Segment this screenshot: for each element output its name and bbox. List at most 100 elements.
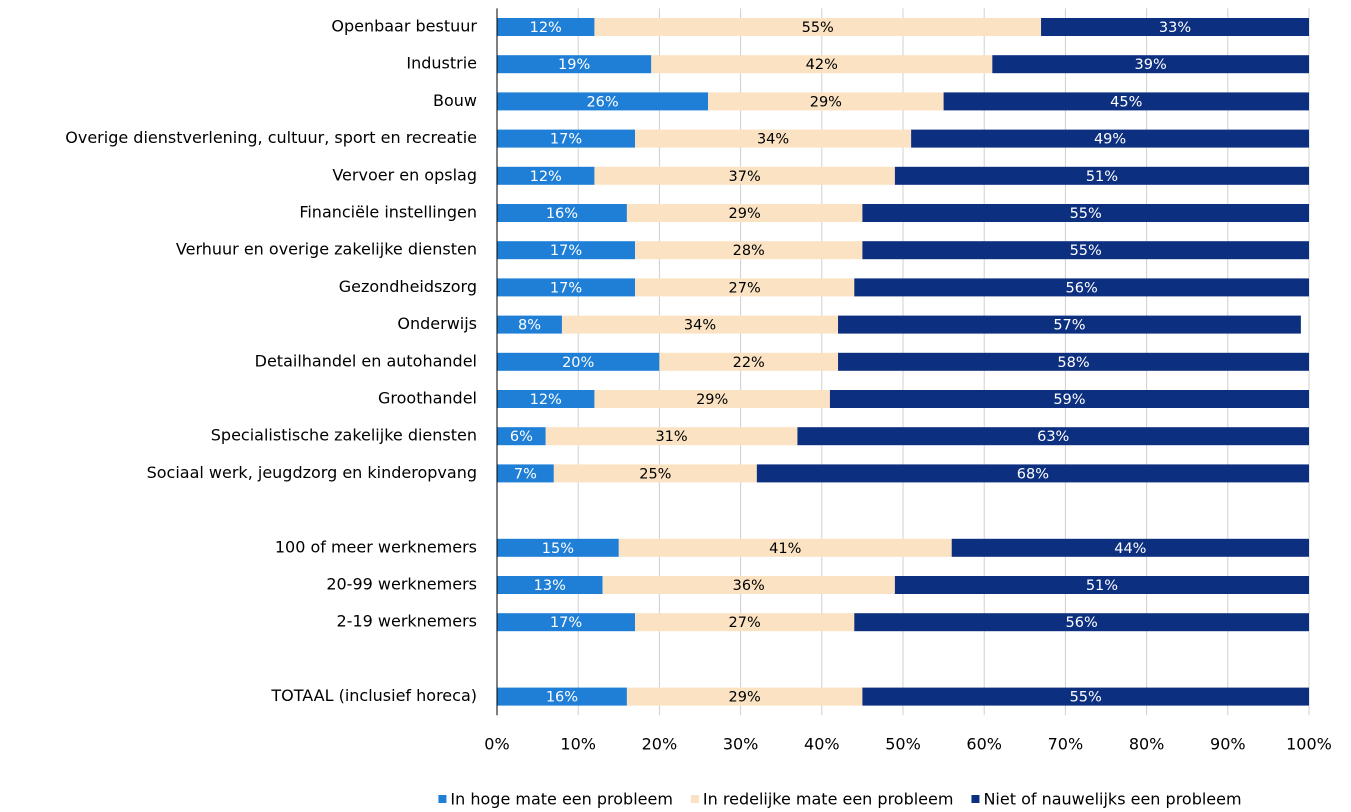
- y-tick-label: 20-99 werknemers: [326, 575, 477, 594]
- bar-segment: [911, 129, 1309, 148]
- bar-segment: [594, 390, 830, 408]
- bar-segment: [635, 613, 855, 632]
- data-label: 19%: [558, 57, 590, 73]
- data-label: 34%: [757, 132, 789, 148]
- y-tick-label: Bouw: [433, 91, 477, 110]
- data-label: 6%: [510, 429, 533, 445]
- data-label: 13%: [534, 578, 566, 594]
- data-label: 17%: [550, 243, 582, 259]
- bar-segment: [497, 204, 627, 222]
- data-label: 45%: [1110, 94, 1142, 110]
- bar-segment: [626, 204, 863, 222]
- legend-marker: [690, 795, 699, 803]
- bar-segment: [854, 613, 1309, 632]
- bar-segment: [854, 278, 1309, 297]
- data-label: 8%: [518, 318, 541, 334]
- bar-segment: [497, 55, 652, 74]
- bar-segment: [951, 538, 1309, 557]
- bar-segment: [635, 129, 912, 148]
- data-label: 15%: [542, 541, 574, 557]
- data-label: 26%: [586, 94, 618, 110]
- data-label: 29%: [810, 94, 842, 110]
- bar-segment: [497, 613, 636, 632]
- bar-segment: [797, 427, 1309, 446]
- bar-segment: [497, 129, 636, 148]
- data-label: 20%: [562, 355, 594, 371]
- bar-segment: [894, 166, 1309, 185]
- bar-segment: [497, 390, 595, 408]
- y-tick-label: Gezondheidszorg: [339, 277, 477, 296]
- y-tick-label: Overige dienstverlening, cultuur, sport …: [65, 128, 477, 147]
- bar-segment: [497, 464, 554, 483]
- data-label: 63%: [1037, 429, 1069, 445]
- data-label: 16%: [546, 206, 578, 222]
- x-tick-label: 20%: [642, 735, 678, 754]
- data-label: 56%: [1066, 280, 1098, 296]
- bar-segment: [756, 464, 1309, 483]
- data-label: 55%: [1070, 206, 1102, 222]
- data-label: 29%: [729, 206, 761, 222]
- data-label: 58%: [1057, 355, 1089, 371]
- x-tick-label: 30%: [723, 735, 759, 754]
- bar-segment: [862, 687, 1309, 706]
- y-tick-label: Industrie: [406, 54, 477, 73]
- data-label: 55%: [802, 20, 834, 36]
- legend-marker: [438, 795, 447, 803]
- data-label: 51%: [1086, 169, 1118, 185]
- bar-segment: [626, 687, 863, 706]
- data-label: 25%: [639, 466, 671, 482]
- bar-segment: [594, 18, 1042, 36]
- data-label: 36%: [733, 578, 765, 594]
- bar-segment: [635, 241, 863, 260]
- bar-segment: [497, 241, 636, 260]
- bar-segment: [862, 241, 1309, 260]
- x-tick-label: 70%: [1048, 735, 1084, 754]
- y-tick-label: Detailhandel en autohandel: [255, 351, 477, 370]
- bar-segment: [943, 92, 1309, 111]
- data-label: 29%: [696, 392, 728, 408]
- bar-segment: [829, 390, 1309, 408]
- bar-segment: [497, 352, 660, 371]
- bar-segment: [651, 55, 993, 74]
- data-label: 17%: [550, 615, 582, 631]
- data-label: 68%: [1017, 466, 1049, 482]
- data-label: 44%: [1114, 541, 1146, 557]
- bar-segment: [594, 166, 895, 185]
- bar-segment: [497, 315, 562, 334]
- data-label: 51%: [1086, 578, 1118, 594]
- data-label: 28%: [733, 243, 765, 259]
- data-label: 12%: [530, 20, 562, 36]
- data-label: 55%: [1070, 243, 1102, 259]
- bar-segment: [497, 278, 636, 297]
- data-label: 34%: [684, 318, 716, 334]
- y-tick-label: Specialistische zakelijke diensten: [211, 426, 477, 445]
- data-label: 42%: [806, 57, 838, 73]
- y-tick-label: Groothandel: [378, 389, 477, 408]
- data-label: 55%: [1070, 690, 1102, 706]
- bar-segment: [497, 576, 603, 594]
- data-label: 16%: [546, 690, 578, 706]
- bar-segment: [553, 464, 757, 483]
- y-tick-label: TOTAAL (inclusief horeca): [270, 686, 477, 705]
- data-label: 59%: [1053, 392, 1085, 408]
- x-tick-label: 50%: [885, 735, 921, 754]
- bar-segment: [862, 204, 1309, 222]
- x-tick-label: 100%: [1286, 735, 1332, 754]
- legend-label: In hoge mate een probleem: [450, 790, 673, 809]
- y-tick-label: Verhuur en overige zakelijke diensten: [176, 240, 477, 259]
- data-label: 41%: [769, 541, 801, 557]
- data-label: 56%: [1066, 615, 1098, 631]
- bar-segment: [497, 687, 627, 706]
- y-tick-label: Sociaal werk, jeugdzorg en kinderopvang: [147, 463, 477, 482]
- data-label: 27%: [729, 280, 761, 296]
- bar-segment: [497, 18, 595, 36]
- legend-label: In redelijke mate een probleem: [703, 790, 954, 809]
- bar-segment: [618, 538, 952, 557]
- data-label: 27%: [729, 615, 761, 631]
- bar-segment: [1041, 18, 1309, 36]
- y-tick-label: Onderwijs: [397, 314, 477, 333]
- bar-segment: [602, 576, 895, 594]
- bar-segment: [561, 315, 839, 334]
